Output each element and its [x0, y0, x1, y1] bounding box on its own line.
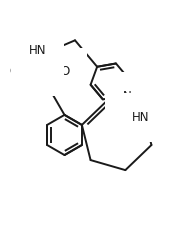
Text: N: N: [123, 90, 131, 103]
Text: HN: HN: [132, 111, 150, 124]
Text: O: O: [10, 65, 19, 78]
Text: S: S: [36, 65, 43, 78]
Text: HN: HN: [29, 44, 47, 57]
Text: O: O: [60, 65, 69, 78]
